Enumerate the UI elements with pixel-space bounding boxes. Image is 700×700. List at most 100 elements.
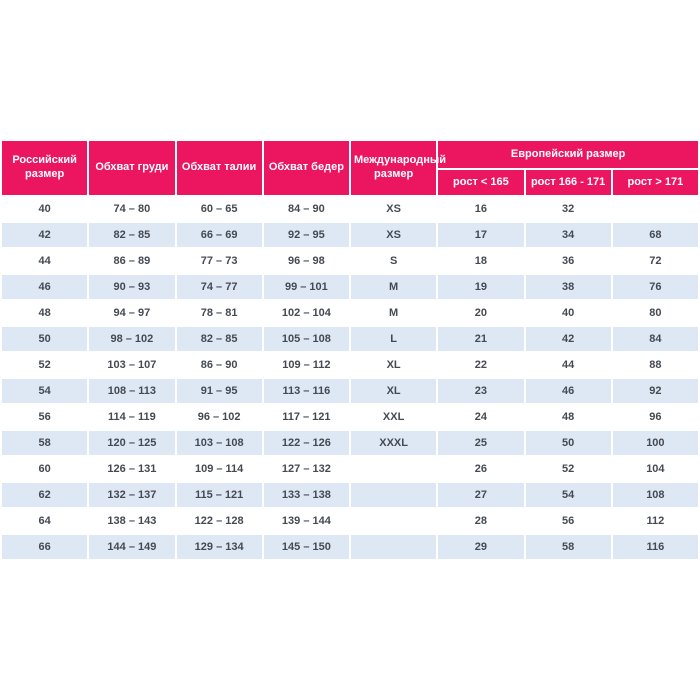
eu-height-166-171-cell: 46 [525, 379, 611, 403]
international-size-cell [351, 509, 437, 533]
hips-cell: 84 – 90 [263, 197, 349, 221]
eu-height-under-165-cell: 27 [438, 483, 524, 507]
russian-size-cell: 52 [2, 353, 88, 377]
russian-size-cell: 58 [2, 431, 88, 455]
chest-cell: 90 – 93 [89, 275, 175, 299]
waist-cell: 82 – 85 [176, 327, 262, 351]
table-header-row-main: Российский размер Обхват груди Обхват та… [2, 141, 698, 195]
eu-height-over-171-cell: 108 [612, 483, 698, 507]
hips-cell: 127 – 132 [263, 457, 349, 481]
international-size-cell [351, 535, 437, 559]
col-header-height-under-165: рост < 165 [438, 170, 524, 195]
eu-height-166-171-cell: 50 [525, 431, 611, 455]
chest-cell: 114 – 119 [89, 405, 175, 429]
eu-height-166-171-cell: 32 [525, 197, 611, 221]
russian-size-cell: 42 [2, 223, 88, 247]
russian-size-cell: 60 [2, 457, 88, 481]
size-chart-table: Российский размер Обхват груди Обхват та… [0, 139, 700, 561]
eu-height-over-171-cell: 76 [612, 275, 698, 299]
table-row: 66 144 – 149 129 – 134 145 – 150 29 58 116 [2, 535, 698, 559]
russian-size-cell: 66 [2, 535, 88, 559]
table-row: 52 103 – 107 86 – 90 109 – 112 XL 22 44 88 [2, 353, 698, 377]
col-header-chest: Обхват груди [89, 141, 175, 195]
waist-cell: 96 – 102 [176, 405, 262, 429]
table-row: 58 120 – 125 103 – 108 122 – 126 XXXL 25 50 100 [2, 431, 698, 455]
table-row: 62 132 – 137 115 – 121 133 – 138 27 54 108 [2, 483, 698, 507]
table-row: 60 126 – 131 109 – 114 127 – 132 26 52 104 [2, 457, 698, 481]
hips-cell: 133 – 138 [263, 483, 349, 507]
eu-height-over-171-cell: 96 [612, 405, 698, 429]
international-size-cell: XXXL [351, 431, 437, 455]
waist-cell: 86 – 90 [176, 353, 262, 377]
international-size-cell: XS [351, 223, 437, 247]
chest-cell: 108 – 113 [89, 379, 175, 403]
waist-cell: 66 – 69 [176, 223, 262, 247]
chest-cell: 138 – 143 [89, 509, 175, 533]
waist-cell: 78 – 81 [176, 301, 262, 325]
international-size-cell: M [351, 275, 437, 299]
waist-cell: 91 – 95 [176, 379, 262, 403]
chest-cell: 132 – 137 [89, 483, 175, 507]
eu-height-over-171-cell [612, 197, 698, 221]
hips-cell: 117 – 121 [263, 405, 349, 429]
russian-size-cell: 54 [2, 379, 88, 403]
eu-height-over-171-cell: 80 [612, 301, 698, 325]
hips-cell: 122 – 126 [263, 431, 349, 455]
russian-size-cell: 62 [2, 483, 88, 507]
chest-cell: 126 – 131 [89, 457, 175, 481]
chest-cell: 82 – 85 [89, 223, 175, 247]
col-header-hips: Обхват бедер [263, 141, 349, 195]
eu-height-under-165-cell: 21 [438, 327, 524, 351]
eu-height-166-171-cell: 56 [525, 509, 611, 533]
hips-cell: 99 – 101 [263, 275, 349, 299]
table-row: 46 90 – 93 74 – 77 99 – 101 M 19 38 76 [2, 275, 698, 299]
eu-height-under-165-cell: 28 [438, 509, 524, 533]
hips-cell: 109 – 112 [263, 353, 349, 377]
chest-cell: 120 – 125 [89, 431, 175, 455]
hips-cell: 145 – 150 [263, 535, 349, 559]
eu-height-under-165-cell: 18 [438, 249, 524, 273]
col-header-russian-size: Российский размер [2, 141, 88, 195]
col-header-european-size-group: Европейский размер [438, 141, 698, 168]
eu-height-under-165-cell: 29 [438, 535, 524, 559]
waist-cell: 129 – 134 [176, 535, 262, 559]
russian-size-cell: 40 [2, 197, 88, 221]
eu-height-166-171-cell: 44 [525, 353, 611, 377]
hips-cell: 105 – 108 [263, 327, 349, 351]
waist-cell: 109 – 114 [176, 457, 262, 481]
eu-height-under-165-cell: 20 [438, 301, 524, 325]
hips-cell: 113 – 116 [263, 379, 349, 403]
international-size-cell: XS [351, 197, 437, 221]
eu-height-166-171-cell: 58 [525, 535, 611, 559]
hips-cell: 102 – 104 [263, 301, 349, 325]
eu-height-under-165-cell: 16 [438, 197, 524, 221]
russian-size-cell: 64 [2, 509, 88, 533]
waist-cell: 77 – 73 [176, 249, 262, 273]
eu-height-over-171-cell: 100 [612, 431, 698, 455]
chest-cell: 103 – 107 [89, 353, 175, 377]
waist-cell: 60 – 65 [176, 197, 262, 221]
col-header-waist: Обхват талии [176, 141, 262, 195]
table-row: 64 138 – 143 122 – 128 139 – 144 28 56 112 [2, 509, 698, 533]
eu-height-166-171-cell: 38 [525, 275, 611, 299]
waist-cell: 115 – 121 [176, 483, 262, 507]
table-row: 42 82 – 85 66 – 69 92 – 95 XS 17 34 68 [2, 223, 698, 247]
eu-height-166-171-cell: 48 [525, 405, 611, 429]
international-size-cell: XXL [351, 405, 437, 429]
eu-height-under-165-cell: 25 [438, 431, 524, 455]
eu-height-over-171-cell: 88 [612, 353, 698, 377]
table-row: 40 74 – 80 60 – 65 84 – 90 XS 16 32 [2, 197, 698, 221]
russian-size-cell: 46 [2, 275, 88, 299]
table-body: 40 74 – 80 60 – 65 84 – 90 XS 16 32 42 82 – 85 66… [2, 197, 698, 559]
eu-height-over-171-cell: 92 [612, 379, 698, 403]
table-header: Российский размер Обхват груди Обхват та… [2, 141, 698, 195]
eu-height-under-165-cell: 17 [438, 223, 524, 247]
chest-cell: 98 – 102 [89, 327, 175, 351]
chest-cell: 94 – 97 [89, 301, 175, 325]
eu-height-over-171-cell: 72 [612, 249, 698, 273]
waist-cell: 103 – 108 [176, 431, 262, 455]
eu-height-over-171-cell: 112 [612, 509, 698, 533]
eu-height-166-171-cell: 34 [525, 223, 611, 247]
international-size-cell: S [351, 249, 437, 273]
